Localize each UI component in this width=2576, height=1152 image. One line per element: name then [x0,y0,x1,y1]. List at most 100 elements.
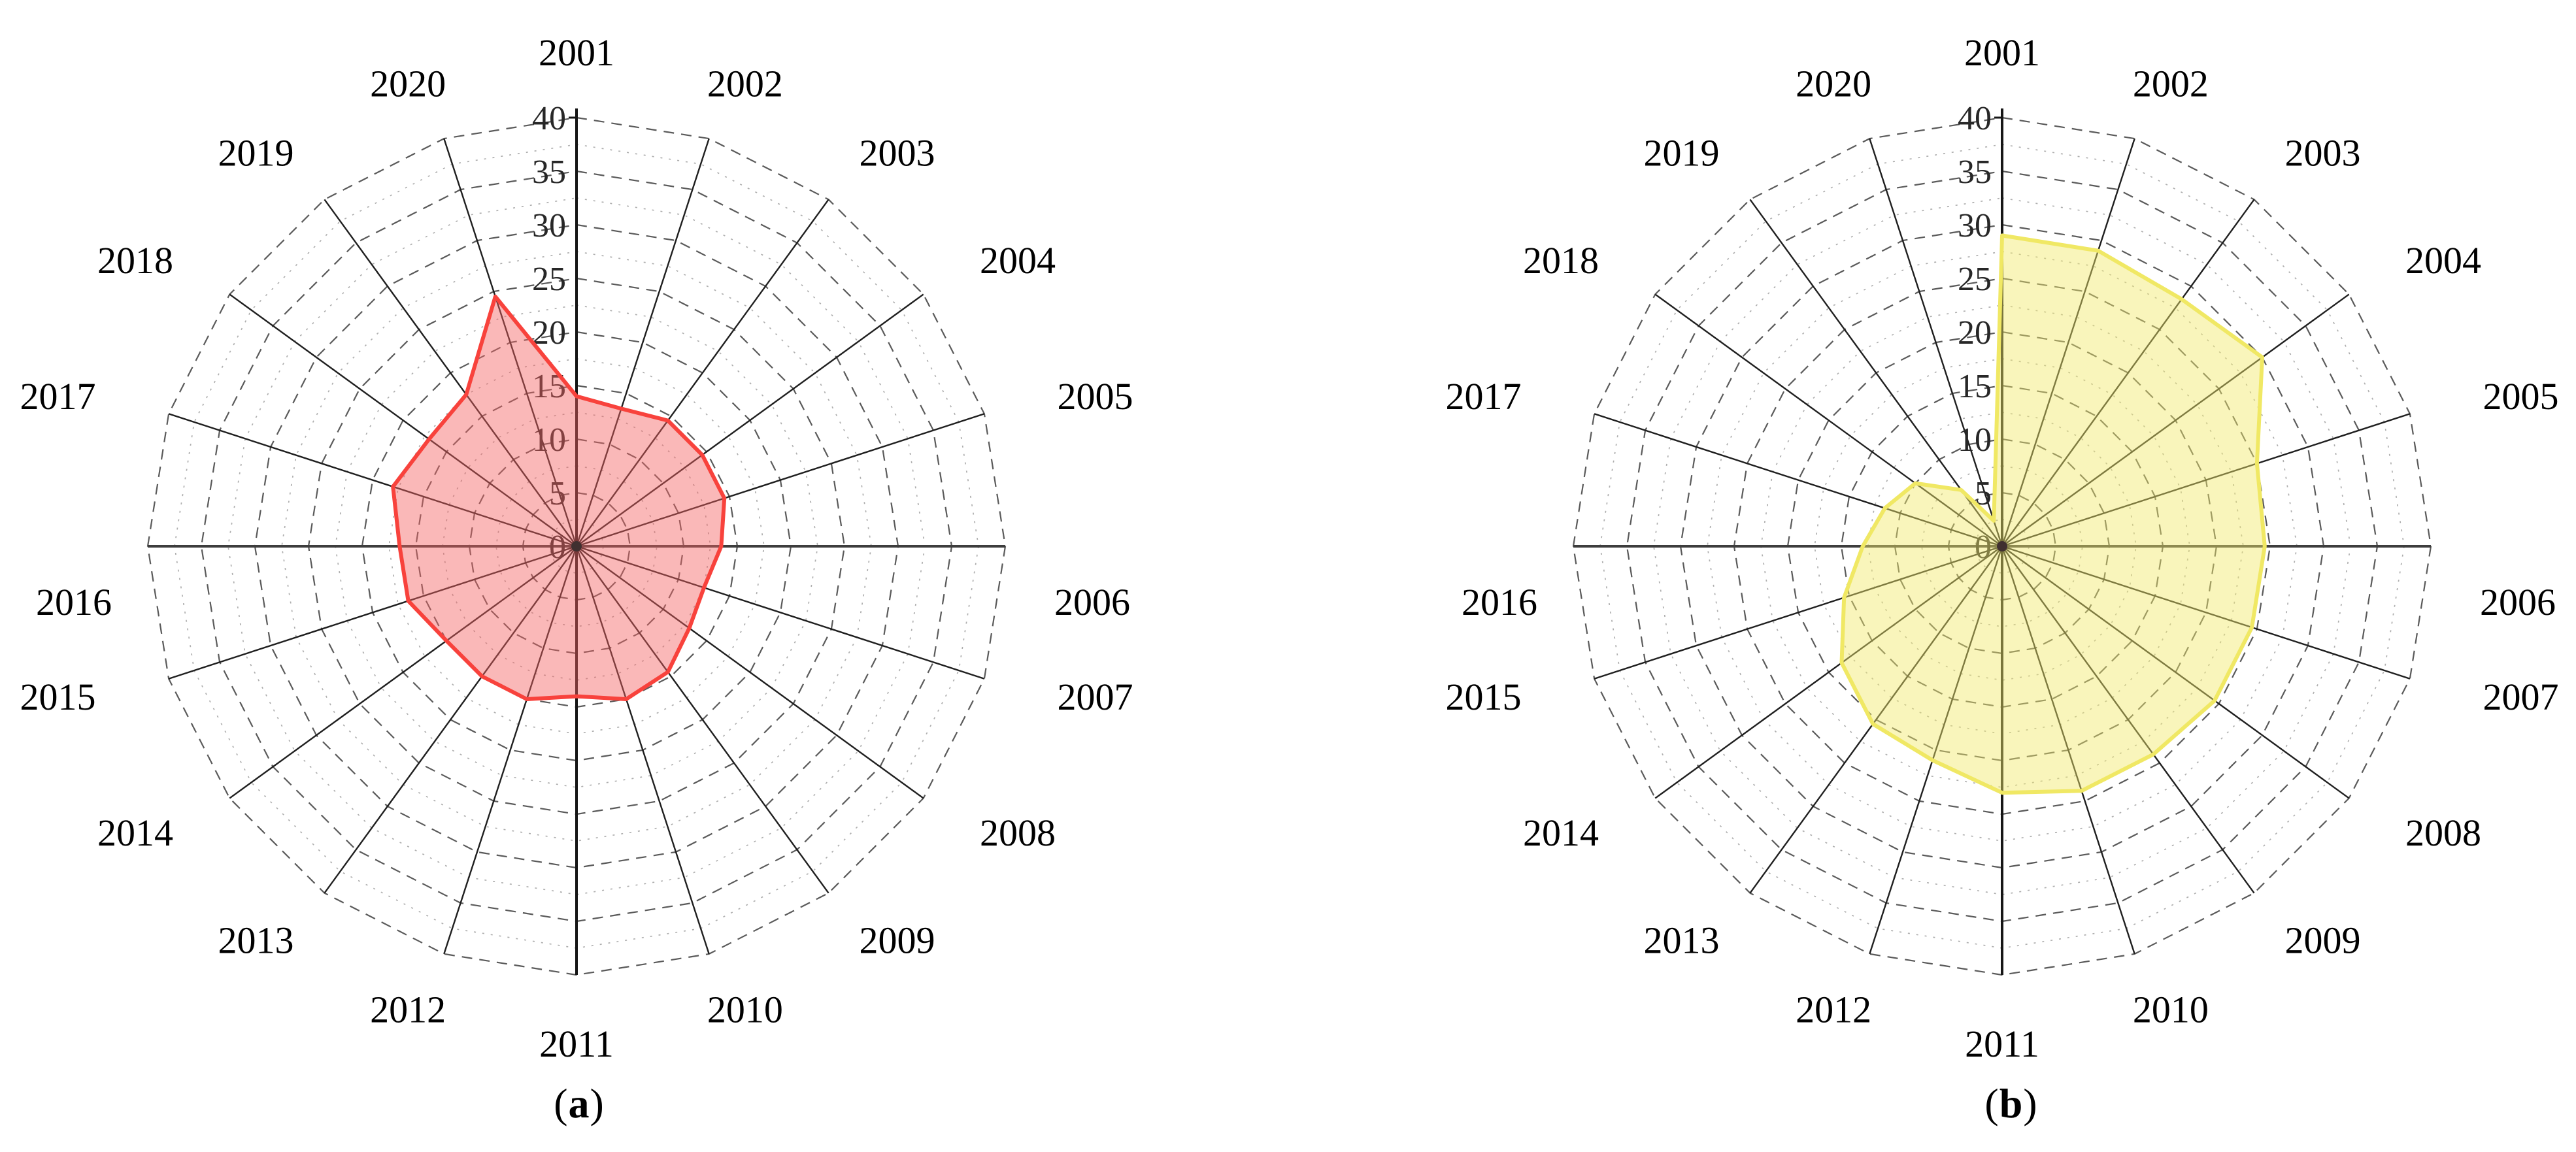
tick-label-40: 40 [1958,100,1992,137]
tick-label-15: 15 [1958,368,1992,405]
caption-b: (b) [1984,1079,2037,1128]
tick-label-30: 30 [532,207,566,244]
year-label-2009: 2009 [2284,919,2360,962]
year-label-2004: 2004 [2405,239,2481,282]
spoke-2020 [1869,138,2003,547]
tick-label-25: 25 [1958,261,1992,298]
year-label-2010: 2010 [707,989,783,1031]
spoke-2010 [2001,546,2135,955]
spoke-2013 [1749,546,2003,894]
year-label-2007: 2007 [1058,676,1133,718]
year-label-2020: 2020 [1796,62,1871,105]
year-label-2012: 2012 [1796,989,1871,1031]
spoke-2002 [575,138,710,547]
spoke-2004 [576,293,924,547]
spoke-2009 [576,546,829,894]
year-label-2005: 2005 [2483,375,2559,418]
minor-gridline-ring-12.5 [442,412,711,681]
tick-label-20: 20 [1958,314,1992,352]
year-label-2016: 2016 [1462,581,1537,623]
year-label-2014: 2014 [97,812,173,854]
year-label-2008: 2008 [980,812,1056,854]
spoke-2005 [2001,413,2411,548]
radar-chart-a: 0510152025303540200120022003200420052006… [20,31,1133,1065]
year-label-2015: 2015 [1445,676,1521,718]
year-label-2020: 2020 [370,62,446,105]
radar-chart-b: 0510152025303540200120022003200420052006… [1445,31,2558,1065]
spoke-2003 [576,199,829,547]
caption-b-open-paren: ( [1984,1080,1999,1127]
year-label-2010: 2010 [2133,989,2209,1031]
tick-label-0: 0 [549,529,566,566]
year-label-2012: 2012 [370,989,446,1031]
year-label-2005: 2005 [1058,375,1133,418]
year-label-2002: 2002 [2133,62,2209,105]
spoke-2017 [1594,413,2003,548]
tick-label-10: 10 [1958,421,1992,459]
caption-a-open-paren: ( [554,1080,569,1127]
year-label-2003: 2003 [859,131,935,174]
year-label-2001: 2001 [539,31,614,74]
year-label-2016: 2016 [36,581,112,623]
year-label-2006: 2006 [1054,581,1130,623]
tick-label-25: 25 [532,261,566,298]
spoke-2014 [1654,546,2003,799]
year-label-2011: 2011 [1965,1023,2039,1065]
year-label-2019: 2019 [218,131,294,174]
year-label-2002: 2002 [707,62,783,105]
spoke-2019 [324,199,577,547]
tick-label-40: 40 [532,100,566,137]
caption-a: (a) [554,1079,605,1128]
year-label-2014: 2014 [1523,812,1599,854]
spoke-2014 [229,546,577,799]
spoke-2002 [2001,138,2135,547]
minor-gridline-ring-27.5 [281,251,872,842]
center-dot-a [571,541,582,551]
tick-label-0: 0 [1975,529,1992,566]
spoke-2010 [575,546,710,955]
spoke-2003 [2001,199,2255,547]
spoke-2012 [1869,546,2003,955]
year-label-2017: 2017 [1445,375,1521,418]
spoke-2012 [443,546,578,955]
center-dot-b [1997,541,2007,551]
year-label-2007: 2007 [2483,676,2559,718]
spoke-2007 [2001,545,2411,680]
tick-label-5: 5 [549,475,566,512]
year-label-2013: 2013 [1644,919,1720,962]
year-label-2001: 2001 [1964,31,2040,74]
series-polygon-b [1839,233,2267,795]
tick-label-35: 35 [1958,154,1992,191]
minor-gridline-ring-27.5 [1707,251,2298,842]
spoke-2015 [1594,545,2003,680]
spoke-2009 [2001,546,2255,894]
year-label-2018: 2018 [97,239,173,282]
caption-a-letter: a [568,1080,590,1127]
year-label-2015: 2015 [20,676,95,718]
minor-gridline-ring-12.5 [1867,412,2137,681]
year-label-2004: 2004 [980,239,1056,282]
spoke-2020 [443,138,578,547]
year-label-2019: 2019 [1644,131,1720,174]
year-label-2009: 2009 [859,919,935,962]
spoke-2013 [324,546,577,894]
year-label-2018: 2018 [1523,239,1599,282]
caption-b-close-paren: ) [2023,1080,2038,1127]
year-label-2017: 2017 [20,375,95,418]
spoke-2018 [229,293,577,547]
tick-label-10: 10 [532,421,566,459]
series-polygon-a [391,294,727,701]
minor-gridline-ring-22.5 [1760,304,2244,788]
spoke-2004 [2001,293,2350,547]
year-label-2003: 2003 [2284,131,2360,174]
spoke-2007 [576,545,985,680]
spoke-2008 [2001,546,2350,799]
spoke-2017 [168,413,577,548]
minor-gridline-ring-22.5 [335,304,818,788]
tick-label-35: 35 [532,154,566,191]
tick-label-20: 20 [532,314,566,352]
year-label-2013: 2013 [218,919,294,962]
caption-b-letter: b [1999,1080,2024,1127]
